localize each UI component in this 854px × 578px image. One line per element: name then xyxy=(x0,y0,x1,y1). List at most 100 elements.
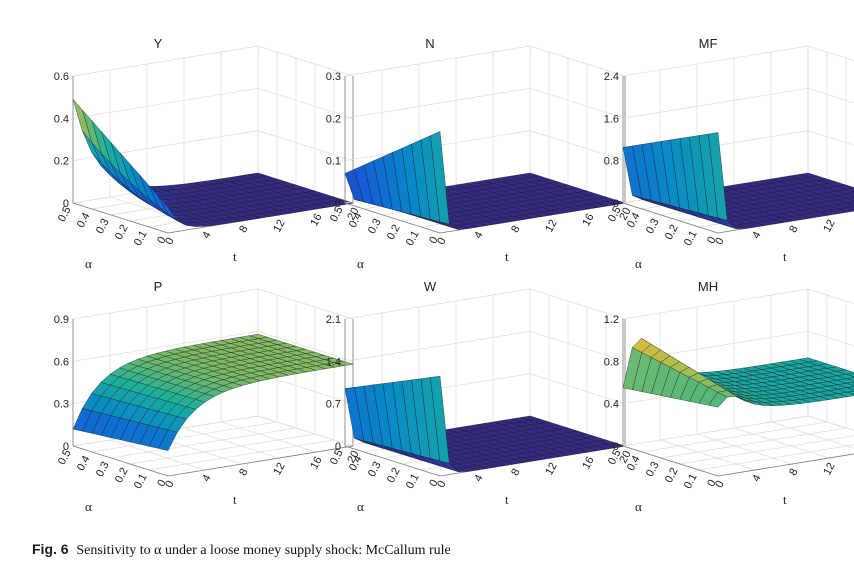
z-tick-label: 0.8 xyxy=(604,156,619,168)
z-tick-label: 0.8 xyxy=(604,356,619,368)
z-tick-label: 2.4 xyxy=(604,71,619,83)
alpha-axis-label: α xyxy=(85,499,92,514)
grid-line xyxy=(344,45,626,77)
alpha-axis-label: α xyxy=(635,256,642,271)
t-tick-label: 12 xyxy=(271,461,287,477)
surface-y xyxy=(72,99,354,227)
surface-n xyxy=(344,131,626,230)
alpha-tick-label: 0 xyxy=(705,478,718,489)
alpha-tick-label: 0.2 xyxy=(663,466,681,485)
alpha-tick-label: 0.3 xyxy=(94,460,112,479)
grid-line xyxy=(109,439,206,471)
grid-line xyxy=(72,288,354,320)
panel-title: MF xyxy=(699,36,718,51)
z-tick-label: 0.7 xyxy=(326,399,341,411)
z-tick-label: 0 xyxy=(63,441,69,453)
panel-title: Y xyxy=(154,36,163,51)
t-tick-label: 0 xyxy=(713,479,726,490)
t-axis-label: t xyxy=(783,249,787,264)
surface-facet xyxy=(158,429,178,451)
panel-title: P xyxy=(154,279,163,294)
grid-line xyxy=(622,415,809,447)
t-tick-label: 8 xyxy=(787,224,800,235)
surface-mf xyxy=(622,132,854,229)
alpha-tick-label: 0.3 xyxy=(94,217,112,236)
alpha-tick-label: 0 xyxy=(705,235,718,246)
alpha-tick-label: 0.3 xyxy=(366,217,384,236)
t-tick-label: 0 xyxy=(163,479,176,490)
z-tick-label: 0.2 xyxy=(326,113,341,125)
alpha-tick-label: 0.2 xyxy=(385,223,403,242)
surface-facet xyxy=(430,376,450,464)
alpha-axis-label: α xyxy=(85,256,92,271)
grid-line xyxy=(641,421,828,453)
grid-line xyxy=(220,421,317,453)
alpha-tick-label: 0.5 xyxy=(56,205,74,224)
t-tick-label: 20 xyxy=(345,206,361,222)
grid-line xyxy=(183,427,280,459)
z-tick-label: 0 xyxy=(63,198,69,210)
t-tick-label: 0 xyxy=(435,236,448,247)
grid-line xyxy=(679,435,854,465)
z-tick-label: 0 xyxy=(613,441,619,453)
t-tick-label: 16 xyxy=(580,455,596,471)
grid-line xyxy=(696,433,793,465)
t-tick-label: 16 xyxy=(308,455,324,471)
t-tick-label: 12 xyxy=(543,461,559,477)
alpha-tick-label: 0.1 xyxy=(404,472,422,491)
z-tick-label: 0.6 xyxy=(54,71,69,83)
grid-line xyxy=(344,330,626,362)
z-tick-label: 0.9 xyxy=(54,314,69,326)
t-tick-label: 8 xyxy=(509,467,522,478)
surface-facet xyxy=(708,132,728,221)
grid-line xyxy=(622,288,854,320)
alpha-tick-label: 0 xyxy=(427,235,440,246)
t-tick-label: 4 xyxy=(750,473,763,484)
grid-line xyxy=(660,427,847,459)
t-tick-label: 20 xyxy=(617,206,633,222)
panel-title: N xyxy=(425,36,434,51)
z-tick-label: 0.4 xyxy=(604,399,619,411)
alpha-tick-label: 0.3 xyxy=(366,460,384,479)
surface-facet xyxy=(708,392,728,408)
t-tick-label: 8 xyxy=(237,467,250,478)
alpha-axis-label: α xyxy=(357,499,364,514)
z-tick-label: 0.3 xyxy=(54,399,69,411)
t-tick-label: 12 xyxy=(543,218,559,234)
t-tick-label: 12 xyxy=(821,461,837,477)
t-tick-label: 16 xyxy=(308,212,324,228)
grid-line xyxy=(72,45,354,77)
alpha-tick-label: 0.1 xyxy=(682,472,700,491)
caption-text: Sensitivity to α under a loose money sup… xyxy=(76,543,451,558)
z-tick-label: 0.6 xyxy=(54,356,69,368)
t-tick-label: 0 xyxy=(713,236,726,247)
grid-line xyxy=(659,439,756,471)
t-tick-label: 8 xyxy=(509,224,522,235)
t-tick-label: 4 xyxy=(472,230,485,241)
alpha-tick-label: 0.4 xyxy=(75,211,93,230)
surface-p xyxy=(72,334,354,451)
grid-line xyxy=(344,288,626,320)
grid-line xyxy=(807,415,854,431)
surface-facet xyxy=(158,196,178,221)
alpha-tick-label: 0.1 xyxy=(132,229,150,248)
t-tick-label: 8 xyxy=(787,467,800,478)
alpha-axis-label: α xyxy=(635,499,642,514)
z-tick-label: 0 xyxy=(335,198,341,210)
axis-box xyxy=(622,76,854,234)
grid-line xyxy=(622,87,854,119)
alpha-axis-label: α xyxy=(357,256,364,271)
grid-line xyxy=(129,433,316,465)
t-axis-label: t xyxy=(233,492,237,507)
surface-facet xyxy=(430,131,450,225)
z-tick-label: 0 xyxy=(613,198,619,210)
alpha-tick-label: 0 xyxy=(155,235,168,246)
t-axis-label: t xyxy=(783,492,787,507)
alpha-tick-label: 0.1 xyxy=(682,229,700,248)
grid-line xyxy=(72,87,354,119)
z-tick-label: 0.2 xyxy=(54,156,69,168)
t-tick-label: 4 xyxy=(200,473,213,484)
